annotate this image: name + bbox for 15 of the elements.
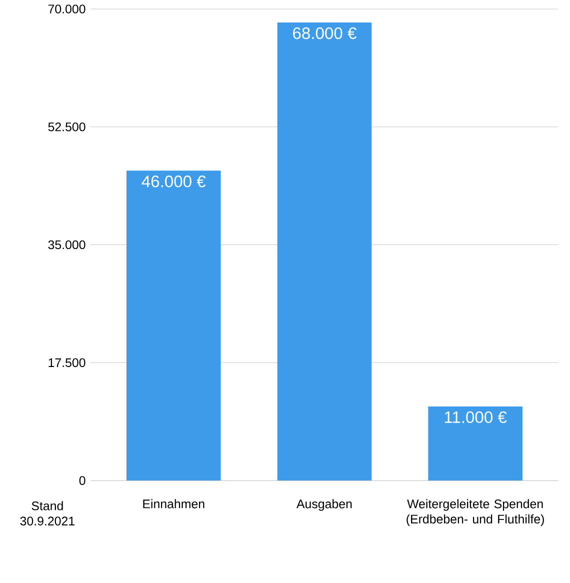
x-tick-label: Weitergeleitete Spenden (Erdbeben- und Fluthilfe) <box>406 499 544 526</box>
bar <box>428 406 522 481</box>
data-label: 46.000 € <box>142 176 206 188</box>
data-label: 11.000 € <box>444 411 507 424</box>
x-tick-label: Ausgaben <box>296 499 352 511</box>
y-tick-label: 17.500 <box>48 358 86 368</box>
text: Stand 30.9.2021 <box>20 501 74 526</box>
x-tick-label: Einnahmen <box>143 499 204 508</box>
bar <box>126 170 221 481</box>
y-tick-label: 52.500 <box>48 122 86 132</box>
y-tick-label: 35.000 <box>48 240 86 250</box>
data-label: 68.000 € <box>292 27 356 40</box>
bar <box>277 22 372 481</box>
y-tick-label: 0 <box>79 476 86 485</box>
y-tick-label: 70.000 <box>48 4 86 14</box>
